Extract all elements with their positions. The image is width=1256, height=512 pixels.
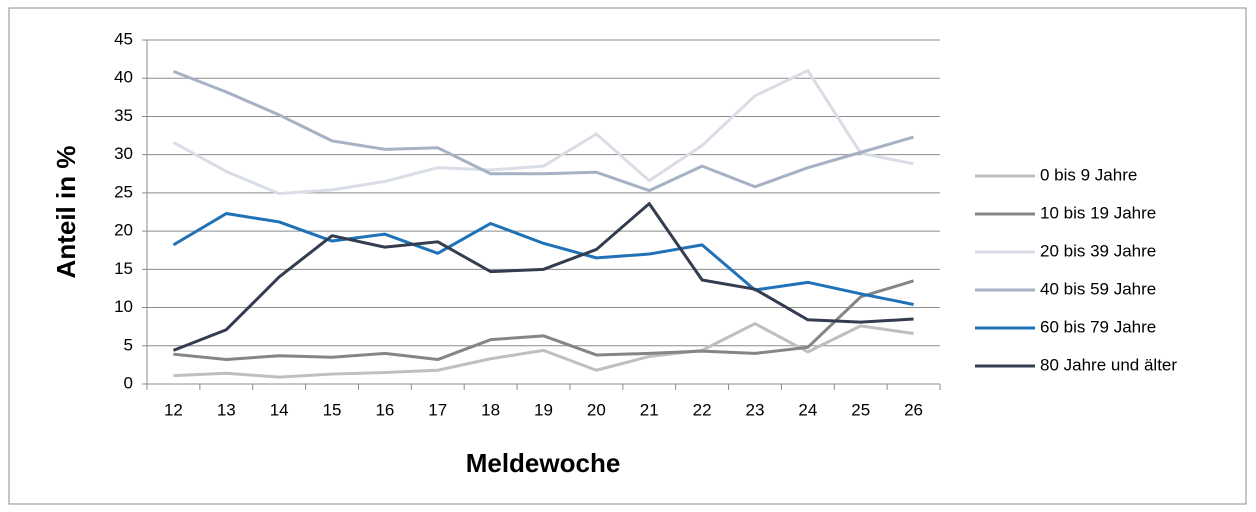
x-tick-label: 13 <box>217 400 236 419</box>
x-tick-label: 23 <box>746 400 765 419</box>
x-axis-title: Meldewoche <box>466 448 621 478</box>
series-line <box>172 69 914 193</box>
y-tick-label: 5 <box>124 335 133 354</box>
x-tick-label: 12 <box>164 400 183 419</box>
y-tick-label: 25 <box>114 182 133 201</box>
legend-label: 80 Jahre und älter <box>1040 355 1177 374</box>
series-line <box>173 279 915 362</box>
x-tick-label: 19 <box>534 400 553 419</box>
x-tick-label: 18 <box>481 400 500 419</box>
y-tick-label: 15 <box>114 259 133 278</box>
series-line <box>172 202 914 352</box>
legend-label: 40 bis 59 Jahre <box>1040 279 1156 298</box>
x-tick-label: 25 <box>851 400 870 419</box>
y-tick-label: 10 <box>114 297 133 316</box>
legend-label: 20 bis 39 Jahre <box>1040 241 1156 260</box>
y-tick-label: 45 <box>114 29 133 48</box>
x-tick-label: 20 <box>587 400 606 419</box>
x-tick-label: 16 <box>375 400 394 419</box>
x-tick-label: 26 <box>904 400 923 419</box>
x-tick-label: 21 <box>640 400 659 419</box>
y-tick-label: 35 <box>114 106 133 125</box>
x-tick-label: 15 <box>323 400 342 419</box>
x-tick-label: 22 <box>693 400 712 419</box>
legend-label: 60 bis 79 Jahre <box>1040 317 1156 336</box>
series-line <box>172 69 914 196</box>
y-tick-label: 0 <box>124 373 133 392</box>
x-tick-label: 14 <box>270 400 289 419</box>
series-line <box>172 212 914 306</box>
y-tick-label: 20 <box>114 221 133 240</box>
x-tick-label: 17 <box>428 400 447 419</box>
legend-label: 0 bis 9 Jahre <box>1040 165 1137 184</box>
legend-label: 10 bis 19 Jahre <box>1040 203 1156 222</box>
y-tick-label: 40 <box>114 68 133 87</box>
y-tick-label: 30 <box>114 144 133 163</box>
x-tick-label: 24 <box>798 400 817 419</box>
y-axis-title: Anteil in % <box>51 146 81 279</box>
series-line <box>173 322 914 379</box>
